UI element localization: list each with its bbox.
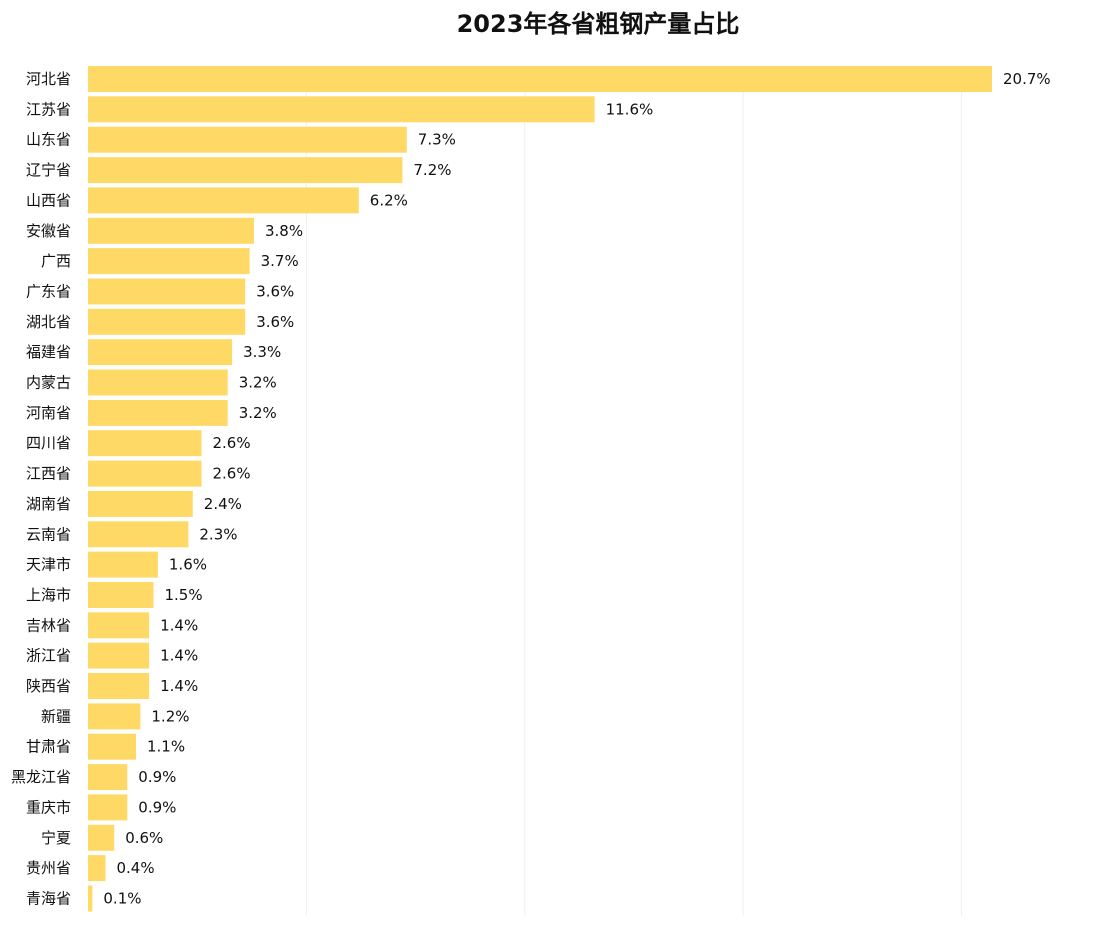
category-label: 上海市 [26,586,71,604]
bar [88,885,93,912]
value-label: 0.4% [117,859,155,877]
value-label: 6.2% [370,191,408,209]
bar [88,642,150,669]
bar [88,66,992,92]
value-label: 1.2% [151,707,189,725]
value-label: 3.2% [239,374,277,392]
category-label: 黑龙江省 [11,768,71,786]
value-label: 1.4% [160,677,198,695]
value-label: 3.6% [256,283,294,301]
value-label: 3.7% [261,252,299,270]
category-label: 贵州省 [26,859,71,877]
bar [88,764,128,791]
value-label: 1.4% [160,616,198,634]
value-label: 3.2% [239,404,277,422]
category-label: 青海省 [26,890,71,908]
category-label: 山西省 [26,191,71,209]
bar [88,187,359,214]
category-label: 广东省 [26,283,71,301]
bar [88,733,136,760]
category-label: 浙江省 [26,647,71,665]
category-label: 辽宁省 [26,161,71,179]
value-label: 2.6% [213,465,251,483]
category-label: 新疆 [41,707,71,725]
category-label: 安徽省 [26,222,71,240]
bar [88,794,128,821]
value-label: 2.3% [199,525,237,543]
bar [88,248,250,275]
bar [88,612,150,639]
category-label: 陕西省 [26,677,71,695]
value-label: 0.1% [103,890,141,908]
category-label: 湖北省 [26,313,71,331]
value-label: 2.6% [213,434,251,452]
value-label: 3.3% [243,343,281,361]
bar [88,490,193,517]
category-label: 山东省 [26,131,71,149]
bar [88,855,106,882]
category-label: 四川省 [26,434,71,452]
bar [88,308,246,335]
value-label: 1.6% [169,556,207,574]
bars [88,66,992,912]
category-label: 江西省 [26,465,71,483]
bar [88,126,407,153]
value-label: 1.5% [165,586,203,604]
category-label: 广西 [41,252,71,270]
bar [88,824,115,851]
category-label: 湖南省 [26,495,71,513]
category-label: 江苏省 [26,100,71,118]
bar [88,460,202,487]
category-label: 重庆市 [26,798,71,816]
bar [88,521,189,548]
category-label: 宁夏 [41,829,71,847]
bar [88,157,403,184]
value-label: 20.7% [1003,70,1051,88]
value-label: 3.6% [256,313,294,331]
value-label: 0.6% [125,829,163,847]
category-label: 天津市 [26,556,71,574]
bar [88,217,254,244]
bar [88,551,158,578]
bar [88,673,150,699]
value-label: 0.9% [138,768,176,786]
category-label: 内蒙古 [26,374,71,392]
category-label: 河南省 [26,404,71,422]
category-label: 福建省 [26,343,71,361]
bar [88,430,202,457]
value-label: 11.6% [606,100,654,118]
bar [88,339,233,366]
category-label: 河北省 [26,70,71,88]
value-label: 7.2% [413,161,451,179]
value-label: 0.9% [138,798,176,816]
bar [88,703,141,730]
category-label: 云南省 [26,525,71,543]
grid-lines [305,66,962,916]
bar [88,369,228,396]
value-label: 2.4% [204,495,242,513]
bar [88,399,228,426]
value-label: 7.3% [418,131,456,149]
bar [88,582,154,608]
bar [88,96,595,123]
category-label: 吉林省 [26,616,71,634]
category-label: 甘肃省 [26,738,71,756]
chart-title: 2023年各省粗钢产量占比 [457,10,740,38]
value-label: 1.1% [147,738,185,756]
bar [88,278,246,305]
category-labels: 河北省江苏省山东省辽宁省山西省安徽省广西广东省湖北省福建省内蒙古河南省四川省江西… [11,70,71,908]
value-labels: 20.7% 11.6% 7.3% 7.2% 6.2% 3.8% 3.7% 3.6% 3.6% 3.… [103,70,1050,908]
value-label: 3.8% [265,222,303,240]
value-label: 1.4% [160,647,198,665]
